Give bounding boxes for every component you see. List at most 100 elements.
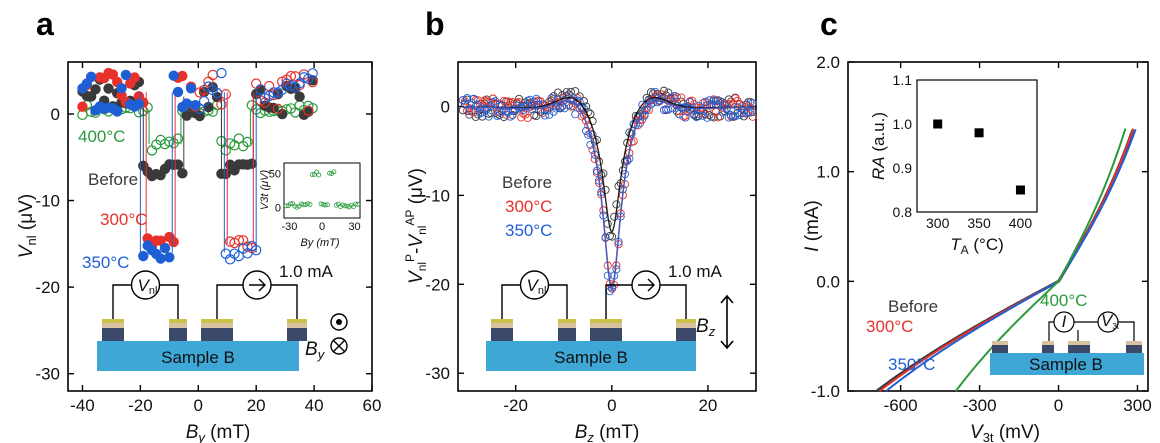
data-point [482,104,491,114]
data-point [185,83,197,94]
data-point [692,113,701,122]
voltmeter-sub: nl [538,285,547,297]
series-label: 300°C [505,197,552,216]
inset-point [298,201,304,207]
data-point [103,83,114,94]
x-tick-label: 40 [305,396,324,415]
y-label-var: V [16,243,37,258]
data-point [458,96,467,105]
data-point [638,100,647,109]
data-point [521,98,530,107]
panel-letter-b: b [425,6,445,42]
data-point [525,95,534,104]
stack-layer [676,327,696,341]
contact-pad [590,319,622,323]
data-point [703,113,712,122]
data-point [705,111,714,120]
inset-y-tick: 0 [275,203,281,215]
data-point [168,236,179,248]
contact-pad [169,319,187,323]
y-tick-label: 2.0 [816,53,840,72]
x-tick-label: 60 [363,396,382,415]
data-point [731,94,740,103]
x-label-sub: 3t [983,430,994,443]
data-point [653,98,662,107]
y-label-unit: (μV) [16,194,37,236]
stack-layer [169,327,187,341]
stack-layer [287,323,307,328]
data-point [601,185,610,194]
data-point [138,250,149,262]
data-point [739,108,749,118]
data-point [211,87,223,99]
y-tick-label: 0 [441,97,450,116]
field-symbol: Bz [696,316,716,339]
inset-point [307,202,313,207]
series-label: 350°C [82,253,129,272]
stack-layer [102,327,124,341]
data-point [181,98,192,109]
panel-letter-c: c [820,6,838,42]
data-point [685,98,694,107]
stack-layer [992,341,1008,345]
stack-layer [201,327,233,341]
inset-point [301,202,306,208]
data-point [532,111,541,121]
data-point [486,102,495,111]
y-label-sub2: nl [415,226,429,235]
inset-point [322,202,328,208]
series-label: Before [888,297,938,316]
axes-a: -40 -20 0 20 40 60 -30 -20 -10 0 [35,61,382,415]
data-point [499,96,508,105]
y-label-sup2: AP [403,210,417,226]
inset-x-tick: 300 [926,215,950,231]
current-symbol: I [1062,312,1067,331]
substrate [990,353,1144,375]
x-axis-label: V3t (mV) [970,422,1040,443]
y-label-sub: nl [415,262,429,271]
voltmeter-symbol [519,270,550,300]
inset-point [974,128,984,138]
inset-point [327,170,333,176]
data-point [508,110,517,120]
data-point [489,94,498,103]
data-point [560,104,569,113]
inset-y-unit: (a.u.) [869,112,888,156]
x-tick-label: -20 [503,396,528,415]
data-point [484,112,493,121]
voltmeter-sub: nl [149,285,158,297]
y-label-var: V [406,269,427,284]
data-point [731,112,740,121]
data-point [159,243,171,254]
data-point [521,102,530,111]
x-tick-label: -20 [128,396,153,415]
data-point [681,113,690,122]
data-point [694,101,703,110]
series-c [876,128,1137,393]
inset-c: 300 350 400 0.8 0.9 1.0 1.1 TA (°C) RA (a.u.) [869,72,1038,257]
data-point [627,129,636,138]
data-point [493,111,502,121]
data-point [670,91,679,101]
series-label: 300°C [100,210,147,229]
y-label-unit: (μV) [406,168,427,210]
x-label-unit: (mV) [994,422,1040,443]
x-label-var: B [186,422,199,443]
inset-point [283,203,289,209]
data-point [655,96,664,105]
data-point [172,133,184,144]
field-sub: y [317,347,326,362]
field-out-icon [330,313,348,331]
inset-point [353,201,359,207]
stack-layer [558,323,576,328]
inset-point [342,203,348,209]
y-tick-label: 1.0 [816,163,840,182]
inset-x-sub: A [961,243,969,257]
data-point [746,108,755,117]
data-point [220,168,231,180]
x-tick-label: -40 [70,396,95,415]
current-arrow [638,278,655,292]
inset-x-tick: 0 [319,221,325,233]
